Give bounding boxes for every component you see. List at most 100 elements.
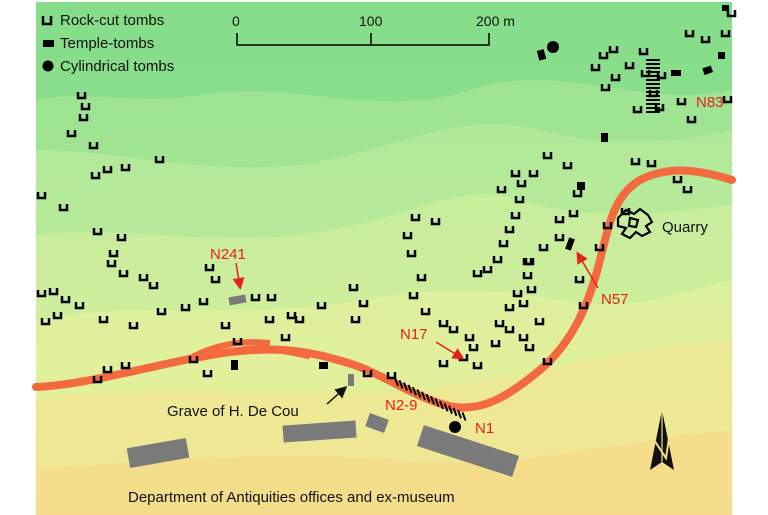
rock-cut-tomb xyxy=(48,288,59,296)
step-mark xyxy=(425,393,431,403)
rock-cut-tomb xyxy=(624,62,635,70)
rock-cut-tomb xyxy=(510,170,521,178)
step-mark xyxy=(403,382,408,391)
rock-cut-tomb xyxy=(280,334,291,342)
rock-cut-tomb xyxy=(504,304,515,312)
cylindrical-tomb xyxy=(547,41,559,53)
road-branch xyxy=(188,339,271,361)
rock-cut-tomb xyxy=(120,164,131,172)
rock-cut-tomb xyxy=(92,376,103,384)
rock-cut-tomb xyxy=(66,130,77,138)
leader-arrows xyxy=(232,251,599,405)
rock-cut-tomb xyxy=(722,96,733,104)
rock-cut-tomb xyxy=(672,176,683,184)
temple-tomb xyxy=(702,65,714,76)
building xyxy=(282,420,357,443)
rock-cut-tomb xyxy=(420,308,431,316)
rock-cut-tomb xyxy=(684,30,695,38)
step-mark xyxy=(421,391,426,401)
rock-cut-tomb xyxy=(92,228,103,236)
cylindrical-tomb-n1 xyxy=(449,421,461,433)
rock-cut-tomb xyxy=(600,84,611,92)
rock-cut-tomb xyxy=(116,234,127,242)
rock-cut-tomb xyxy=(294,316,305,324)
scale-bar xyxy=(236,33,490,46)
rock-cut-tomb xyxy=(266,294,277,302)
rock-cut-tomb xyxy=(598,52,609,60)
rock-cut-tomb xyxy=(76,92,87,100)
rock-cut-tomb xyxy=(408,292,419,300)
arrow-n57 xyxy=(576,251,599,289)
rock-cut-tomb xyxy=(522,272,533,280)
rock-cut-tomb xyxy=(578,302,589,310)
rock-cut-tomb-legend-icon xyxy=(41,16,53,26)
step-mark xyxy=(412,386,417,396)
rock-cut-tomb xyxy=(686,116,697,124)
rock-cut-tomb xyxy=(464,334,475,342)
rock-cut-tomb xyxy=(36,290,47,298)
rock-cut-tomb xyxy=(498,240,509,248)
rock-cut-tomb xyxy=(504,326,515,334)
rock-cut-tomb xyxy=(504,226,515,234)
rock-cut-tomb xyxy=(88,142,99,150)
legend-cylindrical-label: Cylindrical tombs xyxy=(60,58,174,75)
step-mark xyxy=(430,396,435,405)
rock-cut-tomb xyxy=(472,362,483,370)
arrow-grave xyxy=(326,386,348,405)
rock-cut-tomb xyxy=(358,300,369,308)
step-mark xyxy=(439,400,444,410)
rock-cut-tomb xyxy=(118,270,129,278)
label-department: Department of Antiquities offices and ex… xyxy=(128,489,455,506)
rock-cut-tomb xyxy=(534,318,545,326)
rock-cut-tomb xyxy=(542,358,553,366)
rock-cut-tomb xyxy=(610,74,621,82)
label-grave: Grave of H. De Cou xyxy=(167,403,299,420)
rock-cut-tombs xyxy=(36,10,737,384)
rock-cut-tomb xyxy=(494,320,505,328)
step-mark xyxy=(457,409,462,419)
rock-cut-tomb xyxy=(210,276,221,284)
rock-cut-tomb xyxy=(108,250,119,258)
label-n241: N241 xyxy=(210,246,246,263)
rock-cut-tomb xyxy=(518,334,529,342)
step-mark xyxy=(461,412,467,421)
rock-cut-tomb xyxy=(204,264,215,272)
rock-cut-tomb xyxy=(180,304,191,312)
rock-cut-tomb xyxy=(36,192,47,200)
temple-tomb xyxy=(671,70,681,76)
rock-cut-tomb xyxy=(106,260,117,268)
rock-cut-tomb xyxy=(128,322,139,330)
label-n1: N1 xyxy=(475,420,494,437)
rock-cut-tomb xyxy=(98,316,109,324)
rock-cut-tomb xyxy=(188,356,199,364)
temple-tombs xyxy=(231,5,729,370)
temple-tomb xyxy=(718,52,725,59)
rock-cut-tomb xyxy=(448,326,459,334)
label-quarry: Quarry xyxy=(662,219,708,236)
contour-band xyxy=(36,430,732,515)
temple-tomb xyxy=(601,133,608,142)
step-mark xyxy=(443,402,449,412)
rock-cut-tomb xyxy=(348,284,359,292)
quarry-outline xyxy=(616,207,654,240)
rock-cut-tomb xyxy=(602,222,613,230)
rock-cut-tomb xyxy=(202,370,213,378)
temple-tomb xyxy=(319,362,328,369)
north-letter-icon xyxy=(650,437,670,461)
rock-cut-tomb xyxy=(482,266,493,274)
arrow-n241 xyxy=(232,262,245,290)
rock-cut-tomb xyxy=(510,212,521,220)
cylindrical-tomb-legend-icon xyxy=(42,60,54,72)
rock-cut-tomb xyxy=(78,114,89,122)
rock-cut-tomb xyxy=(562,162,573,170)
rock-cut-tomb xyxy=(496,186,507,194)
stepped-tombs-n2-9 xyxy=(394,59,660,421)
step-mark xyxy=(448,405,453,414)
rock-cut-tomb xyxy=(402,232,413,240)
rock-cut-tomb xyxy=(138,274,149,282)
step-mark xyxy=(407,384,413,394)
rock-cut-tomb xyxy=(286,312,297,320)
terrain-contours xyxy=(36,2,732,515)
rock-cut-tomb xyxy=(410,214,421,222)
road xyxy=(32,166,736,412)
